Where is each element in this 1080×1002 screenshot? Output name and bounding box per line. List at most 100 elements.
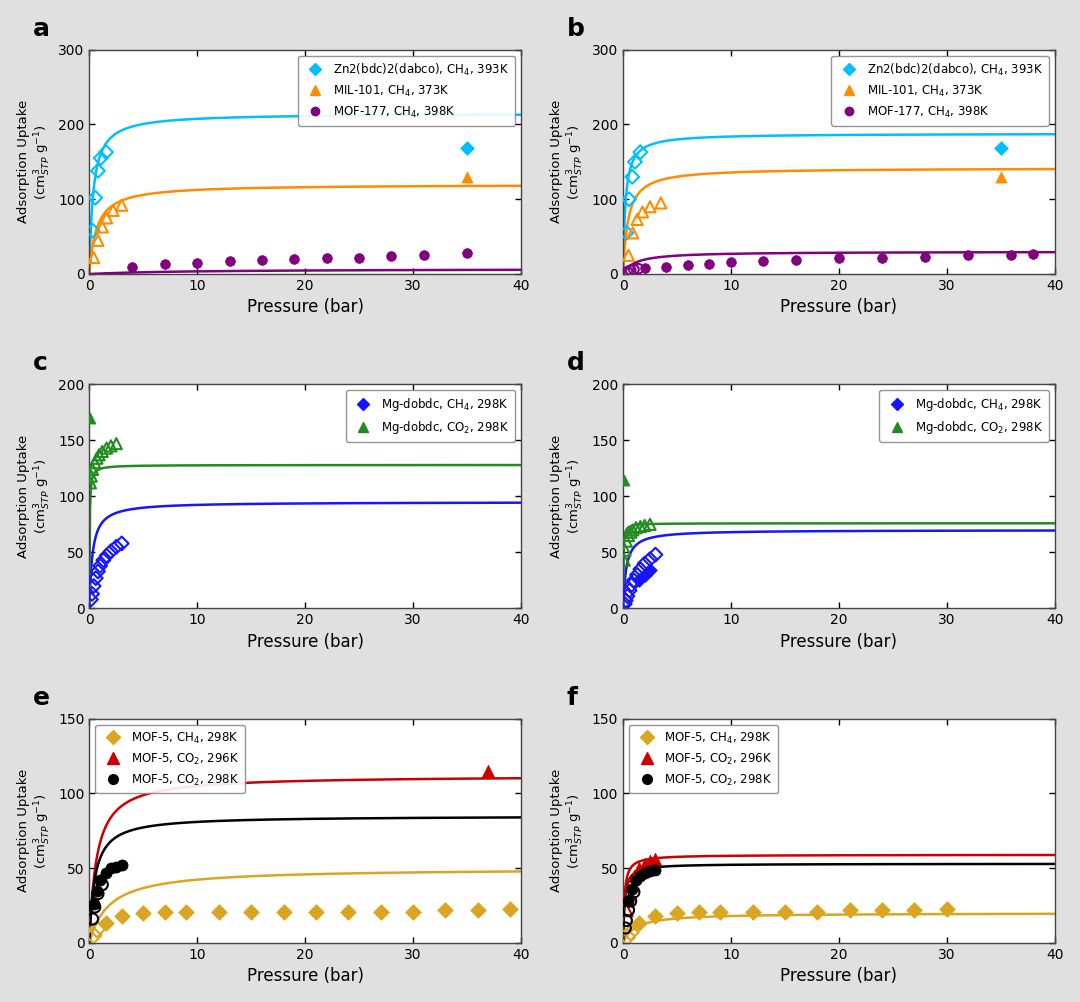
Point [939, 901, 956, 917]
X-axis label: Pressure (bar): Pressure (bar) [246, 299, 364, 317]
X-axis label: Pressure (bar): Pressure (bar) [781, 299, 897, 317]
Text: b: b [567, 17, 585, 41]
Point [113, 535, 131, 551]
Point [285, 252, 302, 268]
Point [622, 925, 639, 941]
Point [620, 191, 637, 207]
Point [83, 586, 100, 602]
Point [993, 168, 1010, 184]
Point [91, 447, 108, 463]
Point [755, 253, 772, 269]
Point [86, 189, 104, 205]
Point [135, 905, 152, 921]
Point [627, 872, 645, 888]
Point [113, 857, 131, 873]
Point [960, 247, 977, 264]
Point [619, 588, 636, 604]
Point [617, 920, 634, 936]
Point [917, 248, 934, 265]
Point [98, 209, 116, 225]
Point [97, 916, 114, 932]
Point [636, 856, 653, 872]
Point [339, 904, 356, 920]
Y-axis label: Adsorption Uptake
(cm$^3_{STP}$ g$^{-1}$): Adsorption Uptake (cm$^3_{STP}$ g$^{-1}$… [16, 435, 53, 558]
Point [874, 249, 891, 266]
Text: e: e [33, 685, 51, 709]
Point [632, 868, 649, 884]
Point [189, 255, 206, 271]
Point [636, 567, 653, 583]
Point [787, 252, 805, 268]
Y-axis label: Adsorption Uptake
(cm$^3_{STP}$ g$^{-1}$): Adsorption Uptake (cm$^3_{STP}$ g$^{-1}$… [16, 100, 53, 223]
Legend: Mg-dobdc, CH$_4$, 298K, Mg-dobdc, CO$_2$, 298K: Mg-dobdc, CH$_4$, 298K, Mg-dobdc, CO$_2$… [879, 390, 1049, 442]
Point [642, 853, 659, 869]
Point [275, 904, 293, 920]
Point [90, 886, 107, 902]
X-axis label: Pressure (bar): Pressure (bar) [246, 633, 364, 651]
Point [630, 261, 647, 277]
Point [85, 896, 103, 912]
Legend: Mg-dobdc, CH$_4$, 298K, Mg-dobdc, CO$_2$, 298K: Mg-dobdc, CH$_4$, 298K, Mg-dobdc, CO$_2$… [346, 390, 515, 442]
Point [108, 539, 125, 555]
Point [124, 259, 141, 275]
Point [89, 450, 106, 466]
Point [629, 567, 646, 583]
Point [1024, 245, 1041, 262]
Text: c: c [33, 352, 49, 375]
Point [84, 461, 102, 477]
Legend: MOF-5, CH$_4$, 298K, MOF-5, CO$_2$, 296K, MOF-5, CO$_2$, 298K: MOF-5, CH$_4$, 298K, MOF-5, CO$_2$, 296K… [95, 724, 244, 794]
X-axis label: Pressure (bar): Pressure (bar) [781, 967, 897, 985]
Point [624, 522, 642, 538]
Point [631, 860, 648, 876]
Point [86, 455, 104, 471]
Point [631, 572, 648, 588]
Point [632, 144, 649, 160]
Point [636, 517, 653, 533]
Point [642, 863, 659, 879]
Point [178, 904, 195, 920]
Point [1003, 246, 1021, 263]
Point [458, 245, 475, 262]
Point [436, 902, 454, 918]
Text: a: a [33, 17, 51, 41]
Point [622, 263, 639, 279]
Text: d: d [567, 352, 585, 375]
Legend: MOF-5, CH$_4$, 298K, MOF-5, CO$_2$, 296K, MOF-5, CO$_2$, 298K: MOF-5, CH$_4$, 298K, MOF-5, CO$_2$, 296K… [629, 724, 779, 794]
Point [636, 555, 653, 571]
Point [82, 475, 99, 491]
Point [625, 572, 643, 588]
Point [469, 902, 486, 918]
Point [841, 902, 859, 918]
Point [679, 257, 697, 273]
Point [625, 262, 643, 278]
Point [98, 548, 116, 564]
Point [87, 570, 105, 586]
Point [652, 195, 670, 211]
Point [620, 528, 637, 544]
Point [690, 904, 707, 920]
Point [94, 444, 111, 460]
Point [90, 232, 107, 248]
Point [618, 913, 635, 929]
Point [92, 558, 109, 574]
Point [85, 249, 103, 266]
Point [647, 851, 664, 867]
Point [625, 868, 643, 884]
Point [616, 552, 633, 568]
Point [458, 168, 475, 184]
Point [103, 543, 120, 559]
Point [105, 202, 122, 218]
Point [647, 862, 664, 878]
Text: f: f [567, 685, 578, 709]
Point [113, 908, 131, 924]
Point [243, 904, 260, 920]
Point [831, 250, 848, 267]
Point [85, 928, 103, 944]
Point [744, 904, 761, 920]
Point [372, 904, 389, 920]
Point [617, 592, 634, 608]
Point [97, 144, 114, 160]
Point [617, 542, 634, 558]
Point [90, 563, 107, 579]
Point [94, 877, 111, 893]
